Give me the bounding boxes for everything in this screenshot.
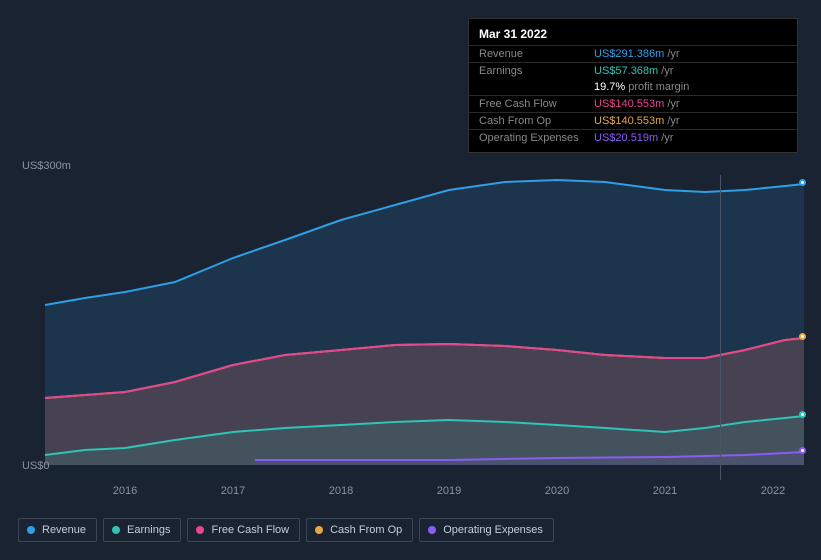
series-end-marker bbox=[799, 447, 806, 454]
tooltip-row-suffix: /yr bbox=[667, 115, 679, 127]
legend-item-operating-expenses[interactable]: Operating Expenses bbox=[419, 518, 554, 542]
series-end-marker bbox=[799, 179, 806, 186]
x-axis-year: 2020 bbox=[545, 485, 569, 497]
tooltip-row-value: US$57.368m bbox=[594, 65, 658, 77]
hover-indicator-line bbox=[720, 175, 721, 480]
x-axis-year: 2022 bbox=[761, 485, 785, 497]
tooltip-row-label: Revenue bbox=[479, 48, 594, 60]
tooltip-row: 19.7%profit margin bbox=[469, 79, 797, 95]
tooltip-row-suffix: profit margin bbox=[628, 81, 689, 93]
series-end-marker bbox=[799, 333, 806, 340]
chart-tooltip: Mar 31 2022 RevenueUS$291.386m/yrEarning… bbox=[468, 18, 798, 153]
legend-label: Operating Expenses bbox=[443, 524, 543, 536]
series-end-marker bbox=[799, 411, 806, 418]
tooltip-row-suffix: /yr bbox=[667, 48, 679, 60]
area-chart[interactable] bbox=[18, 160, 804, 480]
legend-label: Free Cash Flow bbox=[211, 524, 289, 536]
tooltip-date: Mar 31 2022 bbox=[469, 25, 797, 45]
tooltip-row: Free Cash FlowUS$140.553m/yr bbox=[469, 95, 797, 112]
tooltip-row: Operating ExpensesUS$20.519m/yr bbox=[469, 129, 797, 146]
tooltip-row-label: Cash From Op bbox=[479, 115, 594, 127]
legend-item-earnings[interactable]: Earnings bbox=[103, 518, 181, 542]
tooltip-row-label: Free Cash Flow bbox=[479, 98, 594, 110]
x-axis-year: 2017 bbox=[221, 485, 245, 497]
tooltip-row-value: US$291.386m bbox=[594, 48, 664, 60]
legend-item-cash-from-op[interactable]: Cash From Op bbox=[306, 518, 413, 542]
legend-item-free-cash-flow[interactable]: Free Cash Flow bbox=[187, 518, 300, 542]
legend-label: Cash From Op bbox=[330, 524, 402, 536]
legend-label: Earnings bbox=[127, 524, 170, 536]
tooltip-row-suffix: /yr bbox=[661, 65, 673, 77]
legend-label: Revenue bbox=[42, 524, 86, 536]
chart-legend: Revenue Earnings Free Cash Flow Cash From O… bbox=[18, 518, 554, 542]
legend-dot bbox=[196, 526, 204, 534]
tooltip-row: Cash From OpUS$140.553m/yr bbox=[469, 112, 797, 129]
legend-dot bbox=[27, 526, 35, 534]
tooltip-row-value: 19.7% bbox=[594, 81, 625, 93]
tooltip-row: EarningsUS$57.368m/yr bbox=[469, 62, 797, 79]
tooltip-row-value: US$140.553m bbox=[594, 98, 664, 110]
tooltip-row-label: Operating Expenses bbox=[479, 132, 594, 144]
legend-item-revenue[interactable]: Revenue bbox=[18, 518, 97, 542]
tooltip-row-suffix: /yr bbox=[661, 132, 673, 144]
tooltip-row: RevenueUS$291.386m/yr bbox=[469, 45, 797, 62]
tooltip-row-label: Earnings bbox=[479, 65, 594, 77]
tooltip-row-value: US$140.553m bbox=[594, 115, 664, 127]
x-axis-year: 2021 bbox=[653, 485, 677, 497]
tooltip-row-value: US$20.519m bbox=[594, 132, 658, 144]
x-axis-year: 2018 bbox=[329, 485, 353, 497]
x-axis-year: 2016 bbox=[113, 485, 137, 497]
x-axis-year: 2019 bbox=[437, 485, 461, 497]
chart-svg bbox=[18, 160, 804, 480]
legend-dot bbox=[315, 526, 323, 534]
legend-dot bbox=[112, 526, 120, 534]
legend-dot bbox=[428, 526, 436, 534]
tooltip-row-suffix: /yr bbox=[667, 98, 679, 110]
